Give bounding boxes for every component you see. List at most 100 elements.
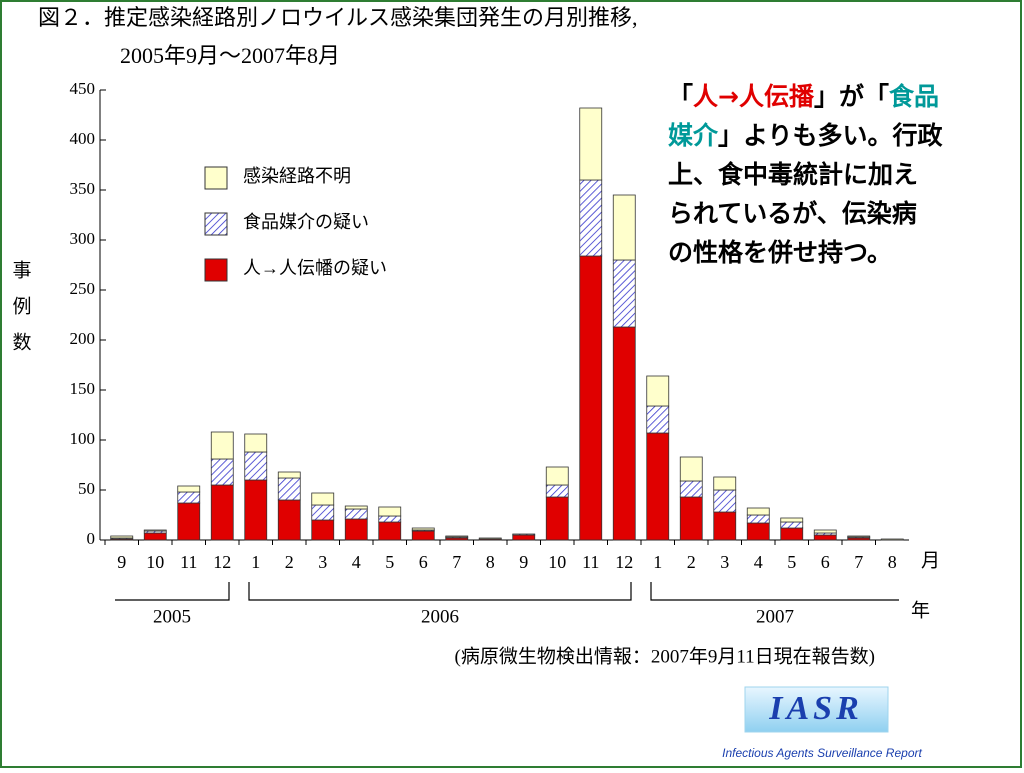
bar-segment [579,255,603,541]
bar-segment [545,466,569,486]
bar-segment [579,179,603,257]
year-label: 2006 [421,606,459,627]
y-tick-label: 0 [87,529,96,548]
chart-title: 図２．推定感染経路別ノロウイルス感染集団発生の月別推移, [38,5,638,30]
year-bracket [248,582,632,601]
x-tick-label: 7 [854,552,863,572]
x-tick-label: 2 [687,552,696,572]
bar-segment [378,506,402,517]
x-tick-label: 12 [213,552,231,572]
bar-segment [210,484,234,541]
bar-segment [411,527,435,531]
bar-segment [612,259,636,328]
logo-box [744,686,889,733]
y-axis-label-char: 例 [12,295,31,317]
bar-segment [646,405,670,434]
bar-segment [679,480,703,498]
bar-segment [244,433,268,453]
bar-segment [612,326,636,541]
year-bracket [650,582,899,601]
x-tick-label: 8 [486,552,495,572]
bar-segment [512,534,536,541]
x-tick-label: 12 [615,552,633,572]
annotation-segment: 」よりも多い。行政 [718,121,944,150]
annotation-segment: の性格を併せ持つ。 [668,238,892,267]
x-tick-label: 11 [582,552,599,572]
x-tick-label: 6 [419,552,428,572]
bar-segment [713,489,737,513]
bar-segment [746,514,770,524]
bar-segment [378,515,402,523]
y-tick-label: 150 [70,379,96,398]
bar-segment [210,431,234,460]
bar-segment [277,477,301,501]
x-unit: 月 [921,550,940,571]
y-tick-label: 300 [70,229,96,248]
annotation-segment: 食品 [889,82,939,111]
bar-segment [344,505,368,510]
x-tick-label: 9 [117,552,126,572]
y-axis-label-char: 事 [12,259,31,281]
x-tick-label: 8 [888,552,897,572]
bar-segment [344,508,368,520]
x-tick-label: 5 [385,552,394,572]
bar-segment [847,535,871,538]
bar-segment [579,107,603,181]
bar-segment [143,529,167,532]
x-tick-label: 5 [787,552,796,572]
annotation-line: の性格を併せ持つ。 [668,238,892,267]
bar-segment [311,504,335,521]
bar-segment [277,471,301,479]
x-tick-label: 11 [180,552,197,572]
bar-segment [780,521,804,529]
bar-segment [344,518,368,541]
bar-segment [646,432,670,541]
year-bracket [115,582,230,601]
bar-segment [177,485,201,493]
y-tick-label: 50 [78,479,95,498]
bar-segment [311,519,335,541]
bar-segment [277,499,301,541]
annotation-segment: 「 [668,82,693,111]
legend-label: 食品媒介の疑い [243,212,369,232]
x-tick-label: 9 [519,552,528,572]
year-unit: 年 [911,599,930,621]
legend-swatch [204,166,228,190]
bar-segment [612,194,636,261]
annotation-segment: られているが、伝染病 [668,199,917,228]
x-tick-label: 4 [352,552,361,572]
bar-segment [244,479,268,541]
bar-segment [244,451,268,481]
bar-segment [545,484,569,498]
annotation-line: 上、食中毒統計に加え [668,160,918,189]
y-tick-label: 200 [70,329,96,348]
annotation-segment: 人→人伝播 [693,82,815,111]
bar-segment [378,521,402,541]
x-tick-label: 3 [720,552,729,572]
bar-segment [445,535,469,538]
logo: IASR [768,690,863,727]
bar-segment [411,530,435,541]
bar-segment [746,507,770,516]
y-tick-label: 250 [70,279,96,298]
annotation-segment: 媒介 [668,121,719,150]
x-tick-label: 10 [146,552,164,572]
x-tick-label: 1 [251,552,260,572]
y-axis-label: 事例数 [13,243,35,300]
annotation-line: 媒介」よりも多い。行政 [668,121,944,150]
x-tick-label: 2 [285,552,294,572]
bar-segment [478,537,502,540]
bar-segment [780,517,804,523]
bar-segment [177,491,201,504]
x-tick-label: 7 [452,552,461,572]
bar-segment [177,502,201,541]
bar-segment [679,496,703,541]
annotation-segment: 」が「 [814,82,889,111]
bar-segment [646,375,670,407]
annotation-line: られているが、伝染病 [668,199,917,228]
annotation-segment: 上、食中毒統計に加え [668,160,918,189]
y-tick-label: 450 [70,79,96,98]
y-tick-label: 400 [70,129,96,148]
